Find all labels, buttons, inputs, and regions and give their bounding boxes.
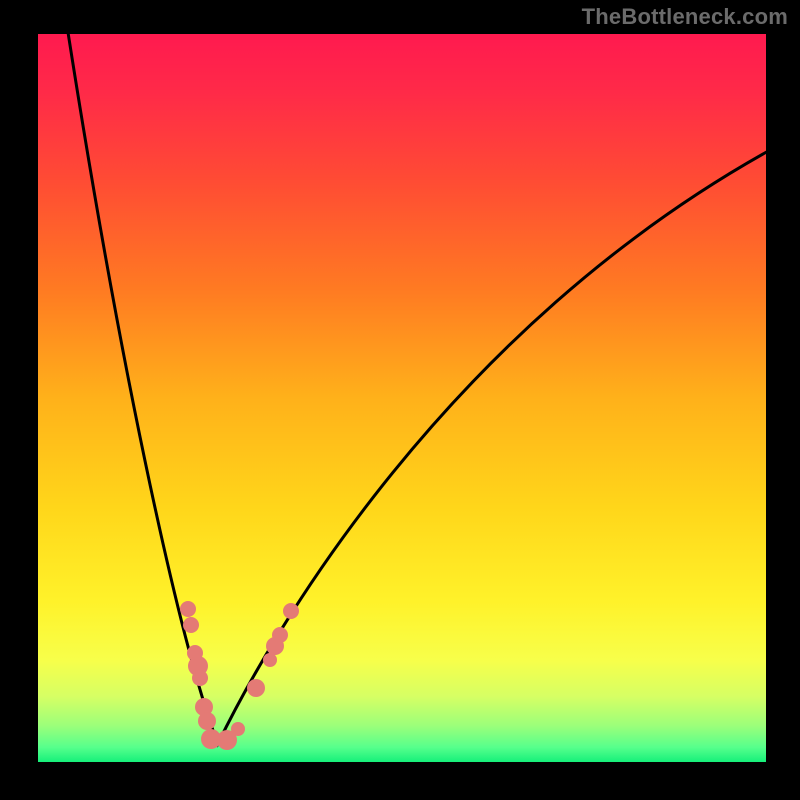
data-point — [192, 670, 208, 686]
chart-stage: TheBottleneck.com — [0, 0, 800, 800]
gradient-background — [38, 34, 766, 762]
data-point — [231, 722, 245, 736]
watermark-text: TheBottleneck.com — [582, 4, 788, 30]
data-point — [283, 603, 299, 619]
data-point — [263, 653, 277, 667]
data-point — [180, 601, 196, 617]
data-point — [183, 617, 199, 633]
data-point — [272, 627, 288, 643]
data-point — [198, 712, 216, 730]
plot-area — [38, 34, 766, 762]
data-point — [247, 679, 265, 697]
bottleneck-curve-svg — [38, 34, 766, 762]
